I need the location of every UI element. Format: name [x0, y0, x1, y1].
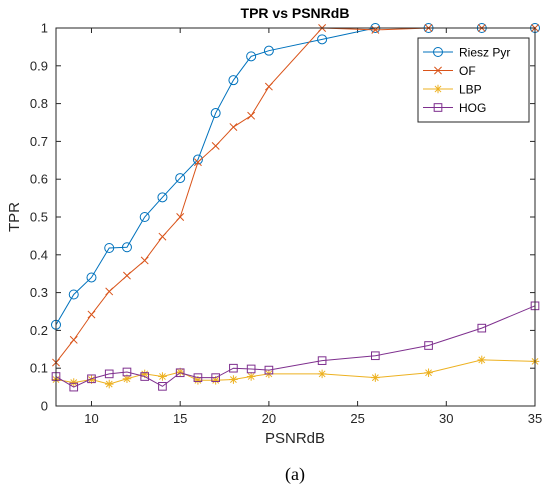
- data-point-marker: [229, 363, 238, 373]
- data-point-marker: [229, 375, 238, 384]
- data-point-marker: [264, 82, 273, 91]
- data-point-marker: [263, 45, 274, 56]
- series-line: [55, 305, 536, 388]
- data-point-marker: [371, 373, 380, 382]
- data-point-marker: [68, 289, 79, 300]
- legend-item: HOG: [423, 101, 486, 115]
- y-tick-label: 0: [41, 399, 48, 414]
- legend-item: LBP: [423, 83, 482, 97]
- data-point-marker: [229, 123, 238, 131]
- data-point-marker: [158, 382, 167, 391]
- legend-label: HOG: [459, 101, 486, 115]
- data-point-marker: [140, 256, 149, 265]
- data-point-marker: [371, 351, 380, 361]
- data-point-marker: [246, 372, 256, 381]
- data-point-marker: [122, 367, 132, 377]
- data-point-marker: [86, 272, 97, 283]
- data-point-marker: [158, 372, 167, 381]
- data-point-marker: [158, 232, 167, 241]
- data-point-marker: [228, 75, 239, 86]
- data-point-marker: [317, 369, 327, 379]
- data-point-marker: [69, 335, 78, 344]
- chart-title: TPR vs PSNRdB: [241, 5, 350, 21]
- data-point-marker: [424, 341, 433, 350]
- data-point-marker: [247, 111, 256, 120]
- data-point-marker: [264, 365, 274, 375]
- series-line: [55, 359, 536, 385]
- data-point-marker: [211, 373, 220, 382]
- y-tick-label: 0.5: [30, 210, 48, 225]
- figure-caption: (a): [285, 464, 305, 485]
- y-tick-label: 0.2: [30, 323, 48, 338]
- y-tick-label: 0.7: [30, 134, 48, 149]
- data-point-marker: [175, 367, 185, 377]
- y-axis-label: TPR: [6, 202, 23, 232]
- x-tick-label: 35: [528, 411, 542, 426]
- data-point-marker: [175, 368, 185, 378]
- x-tick-label: 10: [84, 411, 98, 426]
- data-point-marker: [104, 379, 114, 389]
- data-point-marker: [122, 374, 132, 384]
- data-point-marker: [477, 323, 487, 333]
- data-point-marker: [246, 364, 256, 374]
- legend-label: Riesz Pyr: [459, 46, 510, 60]
- data-point-marker: [140, 372, 150, 381]
- legend-label: OF: [459, 64, 476, 78]
- data-point-marker: [211, 141, 220, 150]
- data-point-marker: [104, 369, 114, 379]
- data-point-marker: [87, 375, 96, 384]
- series-line: [55, 27, 535, 363]
- data-point-marker: [317, 356, 327, 365]
- data-point-marker: [211, 376, 220, 385]
- data-point-marker: [434, 66, 442, 75]
- data-point-marker: [433, 47, 443, 57]
- data-point-marker: [157, 192, 168, 203]
- data-point-marker: [193, 373, 203, 382]
- y-tick-labels: 0 0.1 0.2 0.3 0.4 0.5 0.6 0.7 0.8 0.9 1: [30, 21, 48, 414]
- data-point-marker: [246, 51, 257, 62]
- y-tick-label: 0.9: [30, 58, 48, 73]
- data-point-marker: [139, 212, 150, 222]
- data-point-marker: [69, 378, 79, 387]
- plot-frame: [55, 27, 536, 407]
- x-axis-label: PSNRdB: [265, 430, 325, 447]
- data-point-marker: [87, 310, 96, 319]
- data-point-marker: [193, 158, 202, 167]
- data-point-marker: [69, 382, 79, 392]
- x-tick-label: 15: [173, 411, 187, 426]
- data-point-marker: [371, 25, 380, 34]
- y-tick-label: 0.6: [30, 172, 48, 187]
- data-point-marker: [477, 355, 487, 365]
- data-point-marker: [105, 287, 114, 296]
- data-point-marker: [121, 242, 132, 253]
- y-tick-label: 0.4: [30, 247, 48, 262]
- data-point-marker: [87, 374, 96, 384]
- legend-label: LBP: [459, 83, 482, 97]
- data-point-marker: [123, 271, 131, 280]
- series-of: [52, 24, 539, 367]
- x-tick-labels: 10 15 20 25 30 35: [84, 411, 542, 426]
- y-tick-label: 0.3: [30, 285, 48, 300]
- y-tick-label: 0.1: [30, 361, 48, 376]
- data-point-marker: [175, 173, 186, 184]
- data-point-marker: [140, 369, 149, 379]
- legend: Riesz Pyr OF LBP HOG: [417, 37, 530, 123]
- data-point-marker: [317, 34, 328, 45]
- x-tick-label: 30: [439, 411, 453, 426]
- data-point-marker: [433, 84, 443, 94]
- data-point-marker: [192, 154, 203, 165]
- x-tick-label: 25: [350, 411, 364, 426]
- data-point-marker: [210, 108, 221, 119]
- y-tick-label: 0.8: [30, 96, 48, 111]
- data-point-marker: [424, 368, 433, 378]
- data-point-marker: [193, 376, 203, 385]
- data-point-marker: [104, 242, 115, 253]
- y-tick-label: 1: [41, 21, 48, 36]
- legend-item: OF: [423, 64, 476, 78]
- data-point-marker: [433, 103, 443, 112]
- legend-item: Riesz Pyr: [423, 46, 510, 60]
- data-point-marker: [176, 213, 185, 221]
- x-tick-label: 20: [262, 411, 276, 426]
